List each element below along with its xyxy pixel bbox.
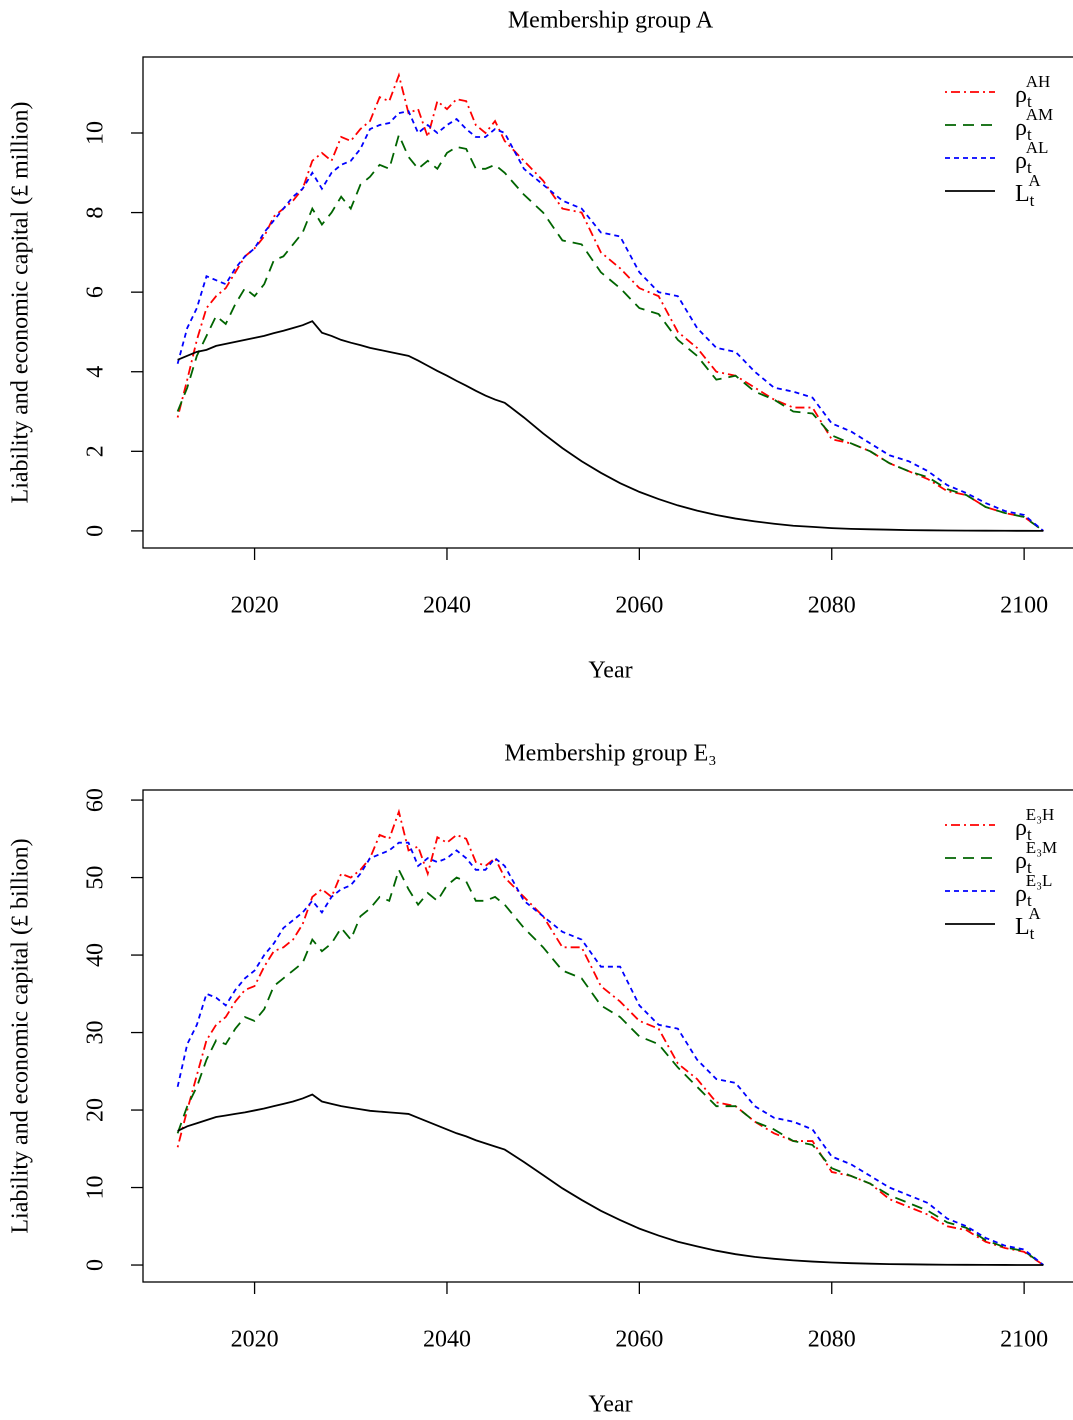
legend-sub: t (1027, 92, 1032, 111)
legend-base: ρ (1015, 881, 1027, 907)
legend-base: ρ (1015, 82, 1027, 108)
legend-base: L (1015, 914, 1030, 940)
x-tick-label: 2100 (1000, 1327, 1048, 1353)
legend-sub: t (1030, 191, 1035, 210)
y-tick-label: 2 (83, 445, 109, 457)
legend-base: L (1015, 181, 1030, 207)
x-axis-label: Year (588, 658, 632, 684)
y-tick-label: 8 (83, 207, 109, 219)
legend-base: ρ (1015, 148, 1027, 174)
y-axis-label: Liability and economic capital (£ millio… (8, 102, 34, 504)
legend-label: ρtE₃H (1015, 805, 1054, 844)
legend-base: ρ (1015, 848, 1027, 874)
legend-sub: t (1027, 858, 1032, 877)
y-tick-label: 30 (83, 1021, 109, 1045)
chart-title: Membership group A (508, 8, 714, 34)
x-tick-label: 2080 (808, 593, 856, 619)
legend-label: ρtAL (1015, 138, 1048, 177)
legend-label: LtA (1015, 171, 1041, 210)
x-tick-label: 2020 (231, 593, 279, 619)
y-tick-label: 6 (83, 286, 109, 298)
legend-sub: t (1027, 158, 1032, 177)
legend-sup: AM (1026, 105, 1053, 124)
legend-label: ρtE₃M (1015, 838, 1057, 877)
legend-label: ρtE₃L (1015, 871, 1052, 910)
y-tick-label: 50 (83, 866, 109, 890)
plot-frame (142, 789, 1073, 1283)
series-line (176, 867, 1044, 1266)
x-axis-label: Year (588, 1392, 632, 1418)
legend-label: LtA (1015, 904, 1041, 943)
legend-sup: A (1028, 904, 1041, 923)
y-tick-label: 10 (83, 121, 109, 145)
x-tick-label: 2100 (1000, 593, 1048, 619)
plot-frame (142, 56, 1073, 549)
chart-title: Membership group E₃ (504, 741, 716, 767)
series-line (177, 1093, 1044, 1266)
legend-sup: AH (1026, 72, 1051, 91)
legend-sub: t (1027, 825, 1032, 844)
legend-base: ρ (1015, 115, 1027, 141)
x-tick-label: 2080 (808, 1327, 856, 1353)
y-axis-label: Liability and economic capital (£ billio… (8, 838, 34, 1233)
x-tick-label: 2020 (231, 1327, 279, 1353)
series-line (176, 132, 1044, 532)
series-line (177, 320, 1044, 532)
series-line (176, 841, 1044, 1266)
legend-label: ρtAH (1015, 72, 1050, 111)
legend-sup: E₃H (1026, 805, 1055, 824)
legend-sub: t (1027, 891, 1032, 910)
legend-sub: t (1027, 125, 1032, 144)
legend-sup: E₃M (1026, 838, 1057, 857)
y-tick-label: 4 (83, 366, 109, 378)
legend-sup: E₃L (1026, 871, 1053, 890)
y-tick-label: 40 (83, 943, 109, 967)
y-tick-label: 20 (83, 1098, 109, 1122)
legend-sup: A (1028, 171, 1041, 190)
x-tick-label: 2040 (423, 593, 471, 619)
legend-sub: t (1030, 924, 1035, 943)
y-tick-label: 10 (83, 1176, 109, 1200)
y-tick-label: 0 (83, 1259, 109, 1271)
legend-base: ρ (1015, 815, 1027, 841)
legend-label: ρtAM (1015, 105, 1053, 144)
x-tick-label: 2060 (615, 1327, 663, 1353)
series-line (176, 110, 1044, 532)
legend-sup: AL (1026, 138, 1049, 157)
series-line (176, 72, 1044, 532)
x-tick-label: 2060 (615, 593, 663, 619)
x-tick-label: 2040 (423, 1327, 471, 1353)
series-line (176, 808, 1044, 1266)
y-tick-label: 60 (83, 788, 109, 812)
y-tick-label: 0 (83, 525, 109, 537)
